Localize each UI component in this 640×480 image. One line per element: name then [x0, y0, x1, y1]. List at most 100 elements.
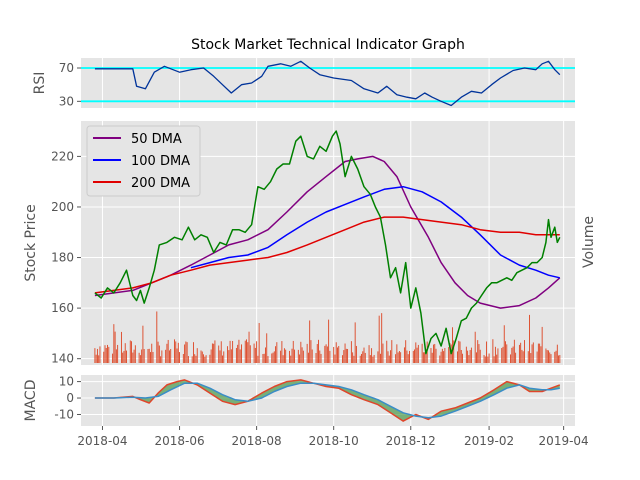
volume-bar [467, 350, 469, 363]
volume-bar [289, 350, 290, 363]
volume-bar [301, 347, 303, 363]
volume-bar [334, 354, 336, 363]
macd-y-tick-label: 10 [59, 375, 74, 389]
volume-bar [337, 347, 338, 363]
volume-bar [176, 348, 178, 363]
volume-bar [175, 341, 177, 363]
volume-bar [276, 342, 278, 363]
100-dma-line [190, 185, 560, 279]
volume-bar [108, 346, 110, 363]
volume-bar [195, 355, 197, 363]
volume-bar [395, 354, 397, 363]
volume-bar [325, 344, 327, 363]
volume-bar [443, 351, 445, 363]
volume-bar [554, 351, 556, 363]
volume-bar [238, 339, 240, 363]
volume-bar [96, 348, 98, 363]
volume-bar [368, 345, 370, 363]
volume-bar [345, 348, 347, 363]
x-tick-label: 2018-06 [154, 434, 204, 448]
volume-bar [232, 340, 234, 363]
volume-bar [421, 343, 423, 363]
volume-bar [184, 344, 186, 363]
volume-bar [548, 350, 549, 363]
volume-bar [511, 347, 513, 363]
volume-bar [458, 340, 460, 363]
volume-bar [558, 355, 560, 363]
rsi-panel: 30 70 RSI [32, 58, 575, 108]
volume-bar [518, 344, 520, 363]
volume-bar [488, 353, 490, 363]
volume-bar [379, 353, 381, 363]
volume-bar [165, 349, 167, 363]
volume-bar [470, 347, 472, 363]
volume-bar [350, 341, 352, 363]
volume-bar [405, 340, 407, 363]
volume-bar [179, 352, 180, 363]
volume-bar [99, 346, 101, 363]
macd-y-axis-label: MACD [23, 380, 39, 422]
volume-bar [362, 351, 364, 363]
volume-bar [342, 355, 343, 363]
volume-bar [152, 351, 154, 363]
macd-series-1-line [94, 382, 560, 419]
x-tick-label: 2018-08 [232, 434, 282, 448]
volume-bar [318, 339, 319, 363]
volume-bar [502, 346, 504, 363]
volume-bar [425, 349, 427, 363]
volume-bar [406, 350, 408, 363]
volume-bar [241, 344, 242, 363]
volume-bar [129, 340, 131, 363]
volume-bar [283, 348, 285, 363]
volume-bar [355, 345, 357, 363]
rsi-series-0-line [94, 60, 561, 107]
volume-bar [143, 349, 145, 363]
volume-bar [326, 346, 328, 363]
volume-bar [247, 342, 249, 363]
volume-bar [457, 351, 458, 363]
volume-bar [344, 343, 346, 363]
volume-bar [347, 348, 349, 363]
volume-bar [545, 348, 547, 363]
volume-bar [372, 356, 374, 363]
volume-bar [275, 346, 277, 363]
volume-bar [182, 353, 184, 363]
volume-bar [390, 350, 391, 363]
volume-bar [133, 349, 135, 363]
volume-bar [524, 340, 525, 363]
volume-bar [479, 349, 481, 363]
volume-bar [391, 340, 393, 363]
volume-bar [522, 351, 524, 363]
volume-bar [218, 345, 220, 363]
volume-bar [536, 351, 538, 363]
volume-bar [235, 347, 237, 363]
volume-bar [161, 350, 163, 363]
volume-bar [307, 352, 309, 363]
legend-label: 200 DMA [131, 176, 190, 191]
volume-bar [174, 339, 175, 363]
volume-bar [306, 343, 308, 363]
volume-bar [387, 351, 389, 363]
x-tick-label: 2019-02 [464, 434, 514, 448]
price-y-axis-label: Stock Price [23, 204, 39, 281]
volume-bar [209, 354, 211, 363]
volume-bar [319, 350, 321, 363]
x-tick-label: 2018-04 [77, 434, 127, 448]
volume-bar [505, 341, 506, 363]
legend-label: 100 DMA [131, 154, 190, 169]
price-series-0-line [94, 130, 561, 355]
volume-bar [151, 343, 153, 363]
volume-bar [141, 349, 143, 363]
volume-bar [302, 350, 304, 363]
volume-bar [239, 349, 241, 363]
volume-bar [142, 325, 144, 363]
x-tick-label: 2018-12 [386, 434, 436, 448]
volume-bar [258, 322, 260, 363]
volume-bar [299, 354, 301, 363]
volume-bar [126, 350, 127, 363]
volume-bar [435, 348, 437, 363]
volume-bar [407, 354, 409, 363]
volume-bar [377, 351, 379, 363]
200-dma-line [94, 216, 560, 294]
